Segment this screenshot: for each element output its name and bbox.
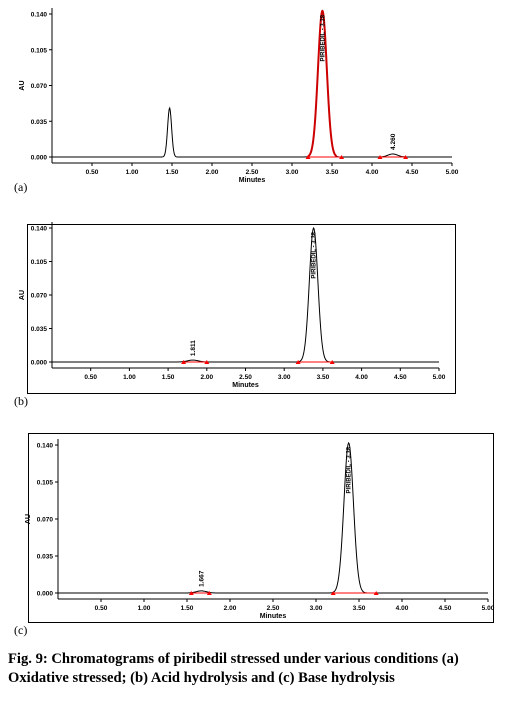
chromatogram-a-chart: 0.000 0.035 0.070 0.105 0.140 0.50 1.00 1.50 2.0… <box>19 8 459 184</box>
panel-label-a: (a) <box>14 180 28 194</box>
x-tick-label: 2.00 <box>224 605 237 612</box>
peak-label: PIRIBEDIL - 3.38 <box>320 14 326 61</box>
chromatogram-c-chart: 0.000 0.035 0.070 0.105 0.140 0.50 1.00 1.50 2.0… <box>25 439 495 620</box>
panel-label-b: (b) <box>14 394 28 408</box>
x-tick-label: 0.50 <box>86 169 99 176</box>
x-tick-label: 4.50 <box>439 605 452 612</box>
figure-caption: Fig. 9: Chromatograms of piribedil stres… <box>8 651 459 686</box>
peak-label: PIRIBEDIL - 3.38 <box>347 446 353 493</box>
x-tick-label: 4.50 <box>394 374 407 381</box>
x-tick-label: 3.50 <box>353 605 366 612</box>
main-peak-highlight <box>307 9 338 157</box>
x-tick-label: 1.00 <box>138 605 151 612</box>
y-tick-label: 0.000 <box>31 155 48 162</box>
x-tick-label: 1.50 <box>181 605 194 612</box>
peak-label: 1.811 <box>190 340 197 356</box>
peak-label: 1.667 <box>198 570 205 587</box>
integration-marker <box>339 155 345 159</box>
y-tick-label: 0.070 <box>31 293 48 300</box>
integration-marker <box>377 155 383 159</box>
y-tick-label: 0.035 <box>31 119 48 126</box>
panel-b-frame <box>27 224 456 394</box>
x-tick-label: 2.50 <box>246 169 259 176</box>
x-tick-label: 5.00 <box>433 374 446 381</box>
y-axis-label: AU <box>25 514 32 524</box>
x-tick-label: 5.00 <box>482 605 495 612</box>
y-tick-label: 0.035 <box>37 554 54 561</box>
x-tick-label: 1.00 <box>123 374 136 381</box>
x-tick-label: 0.50 <box>95 605 108 612</box>
integration-marker <box>373 591 379 595</box>
x-tick-label: 2.50 <box>239 374 252 381</box>
chromatogram-trace <box>52 227 439 363</box>
y-tick-label: 0.035 <box>31 326 48 333</box>
integration-marker <box>181 360 187 364</box>
y-tick-label: 0.140 <box>31 12 48 19</box>
y-axis-label: AU <box>19 80 26 90</box>
y-axis-label: AU <box>19 290 26 300</box>
x-tick-label: 3.00 <box>286 169 299 176</box>
x-tick-label: 4.50 <box>406 169 419 176</box>
x-tick-label: 4.00 <box>396 605 409 612</box>
x-tick-label: 4.00 <box>355 374 368 381</box>
chromatogram-panel-b: 0.000 0.035 0.070 0.105 0.140 0.50 1.00 1.50 2.0… <box>0 210 521 415</box>
x-tick-label: 0.50 <box>84 374 97 381</box>
x-tick-label: 2.00 <box>206 169 219 176</box>
x-tick-label: 4.00 <box>366 169 379 176</box>
chromatogram-trace <box>52 9 452 158</box>
chromatogram-panel-c: 0.000 0.035 0.070 0.105 0.140 0.50 1.00 1.50 2.0… <box>0 425 521 640</box>
chromatogram-b-chart: 0.000 0.035 0.070 0.105 0.140 0.50 1.00 1.50 2.0… <box>19 222 446 389</box>
x-tick-label: 5.00 <box>446 169 459 176</box>
y-tick-label: 0.140 <box>31 226 48 233</box>
integration-marker <box>330 591 336 595</box>
integration-marker <box>403 155 409 159</box>
y-tick-label: 0.105 <box>31 47 48 54</box>
x-tick-label: 3.50 <box>317 374 330 381</box>
x-tick-label: 3.00 <box>310 605 323 612</box>
x-tick-label: 1.50 <box>162 374 175 381</box>
y-tick-label: 0.000 <box>31 360 48 367</box>
integration-marker <box>329 360 335 364</box>
x-axis-label: Minutes <box>232 382 259 389</box>
y-tick-label: 0.140 <box>37 443 54 450</box>
peak-label: 4.260 <box>390 133 397 150</box>
y-tick-label: 0.105 <box>31 259 48 266</box>
integration-marker <box>188 591 194 595</box>
x-axis-label: Minutes <box>239 177 266 184</box>
integration-marker <box>305 155 311 159</box>
y-tick-label: 0.070 <box>37 517 54 524</box>
y-tick-label: 0.000 <box>37 591 54 598</box>
y-tick-label: 0.070 <box>31 83 48 90</box>
integration-marker <box>204 360 210 364</box>
x-tick-label: 3.50 <box>326 169 339 176</box>
integration-marker <box>206 591 212 595</box>
chromatogram-trace <box>58 441 488 594</box>
x-axis-label: Minutes <box>260 613 287 620</box>
panel-c-frame <box>28 433 494 623</box>
x-tick-label: 1.50 <box>166 169 179 176</box>
x-tick-label: 2.50 <box>267 605 280 612</box>
integration-marker <box>295 360 301 364</box>
peak-label: PIRIBEDIL - 3.38 <box>312 231 318 278</box>
y-tick-label: 0.105 <box>37 480 54 487</box>
x-tick-label: 1.00 <box>126 169 139 176</box>
x-tick-label: 2.00 <box>200 374 213 381</box>
panel-label-c: (c) <box>14 623 28 637</box>
x-tick-label: 3.00 <box>278 374 291 381</box>
chromatogram-panel-a: 0.000 0.035 0.070 0.105 0.140 0.50 1.00 1.50 2.0… <box>0 0 521 200</box>
